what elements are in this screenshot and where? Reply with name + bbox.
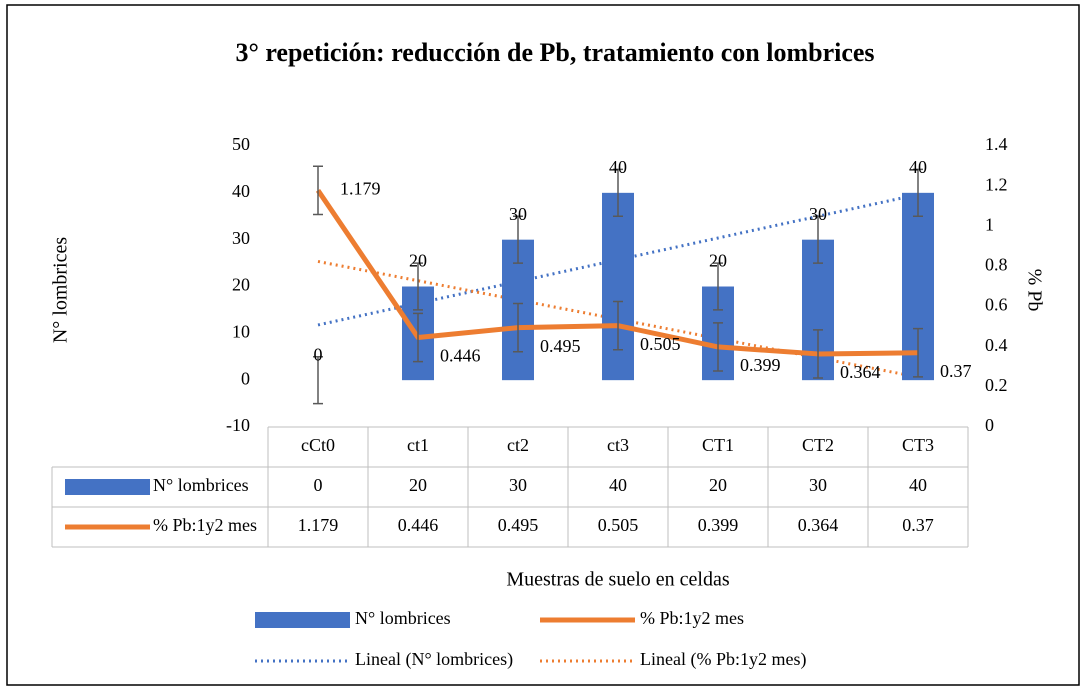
x-axis-title: Muestras de suelo en celdas — [506, 569, 729, 591]
data-label: 0.37 — [940, 361, 972, 381]
y-tick-label: 50 — [232, 134, 250, 154]
x-tick-label: CT3 — [902, 435, 934, 455]
data-label: 30 — [509, 204, 527, 224]
y-tick-label: -10 — [226, 415, 250, 435]
y2-tick-label: 0.2 — [985, 375, 1008, 395]
x-tick-label: ct2 — [507, 435, 529, 455]
data-label: 20 — [709, 251, 727, 271]
data-label: 0.495 — [540, 336, 581, 356]
table-cell: 0.37 — [902, 515, 934, 535]
y2-axis-title: % Pb — [1023, 269, 1045, 312]
data-label: 40 — [909, 157, 927, 177]
data-label: 0.364 — [840, 362, 881, 382]
x-tick-label: CT1 — [702, 435, 734, 455]
table-cell: 40 — [609, 475, 627, 495]
data-label: 0 — [314, 344, 323, 364]
table-cell: 0 — [314, 475, 323, 495]
table-row-label: N° lombrices — [153, 475, 249, 495]
table-cell: 0.364 — [798, 515, 839, 535]
error-bar — [813, 215, 823, 264]
data-label: 20 — [409, 251, 427, 271]
error-bar — [613, 168, 623, 217]
error-bar — [513, 302, 523, 353]
error-bar — [713, 322, 723, 372]
x-tick-label: CT2 — [802, 435, 834, 455]
bar — [602, 192, 634, 381]
data-label: 1.179 — [340, 178, 381, 198]
table-cell: 0.399 — [698, 515, 739, 535]
x-tick-label: ct1 — [407, 435, 429, 455]
error-bar — [313, 356, 323, 405]
y2-tick-label: 1.4 — [985, 134, 1008, 154]
data-label: 30 — [809, 204, 827, 224]
y2-tick-label: 1.2 — [985, 174, 1008, 194]
data-label: 40 — [609, 157, 627, 177]
table-cell: 20 — [709, 475, 727, 495]
data-label: 0.505 — [640, 334, 681, 354]
table-row-label: % Pb:1y2 mes — [153, 515, 257, 535]
table-cell: 40 — [909, 475, 927, 495]
y-tick-label: 40 — [232, 181, 250, 201]
legend-key — [255, 612, 350, 628]
legend-label: Lineal (N° lombrices) — [355, 649, 513, 670]
data-label: 0.446 — [440, 346, 481, 366]
table-cell: 0.446 — [398, 515, 439, 535]
y-tick-label: 30 — [232, 228, 250, 248]
error-bar — [913, 327, 923, 378]
error-bar — [713, 262, 723, 311]
y2-tick-label: 0 — [985, 415, 994, 435]
table-cell: 20 — [409, 475, 427, 495]
y-tick-label: 10 — [232, 321, 250, 341]
table-cell: 30 — [809, 475, 827, 495]
y-axis-title: N° lombrices — [50, 237, 72, 344]
y2-tick-label: 0.6 — [985, 295, 1008, 315]
y-tick-label: 20 — [232, 275, 250, 295]
x-tick-label: cCt0 — [301, 435, 335, 455]
x-tick-label: ct3 — [607, 435, 629, 455]
table-cell: 1.179 — [298, 515, 339, 535]
y-tick-label: 0 — [241, 368, 250, 388]
error-bar — [513, 215, 523, 264]
error-bar — [913, 168, 923, 217]
y2-tick-label: 0.4 — [985, 335, 1008, 355]
legend-key — [65, 479, 150, 495]
legend-label: % Pb:1y2 mes — [640, 608, 744, 628]
chart-border — [6, 4, 1080, 686]
table-cell: 30 — [509, 475, 527, 495]
error-bar — [413, 312, 423, 363]
error-bar — [813, 329, 823, 379]
y2-tick-label: 1 — [985, 214, 994, 234]
legend-label: N° lombrices — [355, 608, 451, 628]
chart-title: 3° repetición: reducción de Pb, tratamie… — [235, 38, 874, 67]
data-label: 0.399 — [740, 355, 781, 375]
error-bar — [413, 262, 423, 311]
error-bar — [613, 300, 623, 351]
table-cell: 0.495 — [498, 515, 539, 535]
y2-tick-label: 0.8 — [985, 255, 1008, 275]
error-bar — [313, 165, 323, 216]
table-cell: 0.505 — [598, 515, 639, 535]
legend-label: Lineal (% Pb:1y2 mes) — [640, 649, 806, 670]
